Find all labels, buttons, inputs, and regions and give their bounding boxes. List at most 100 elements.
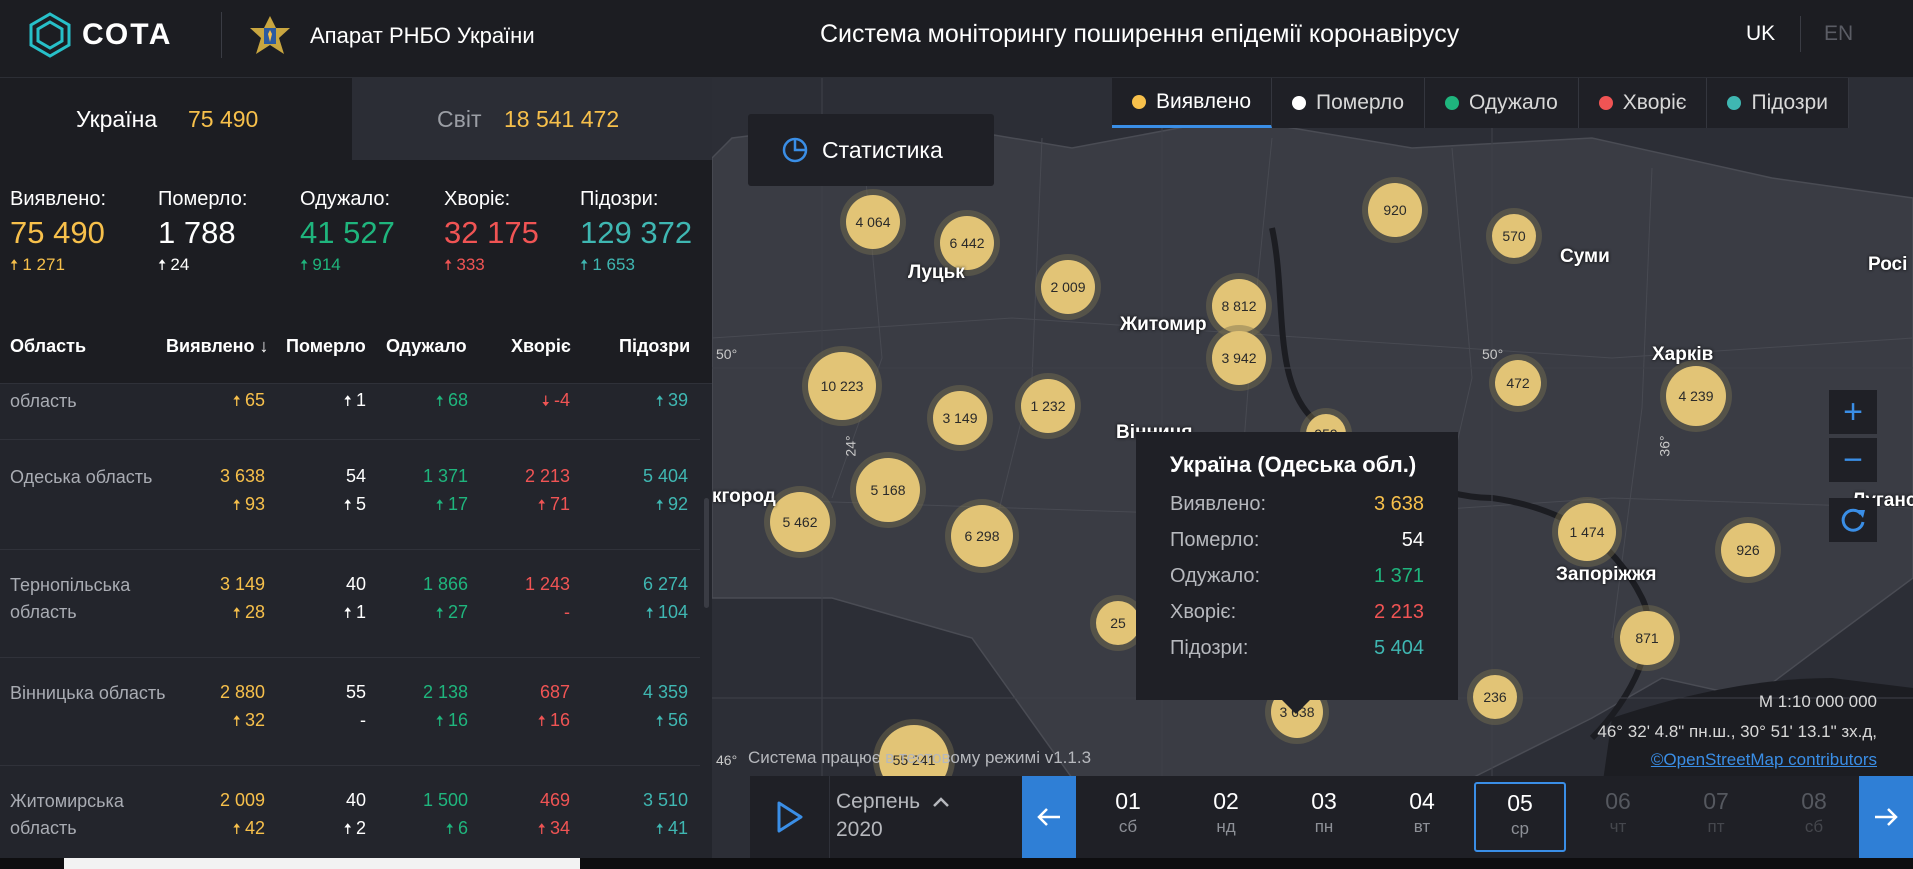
lang-en-button[interactable]: EN [1824,22,1854,45]
osm-attribution-link[interactable]: ©OpenStreetMap contributors [1650,750,1877,769]
refresh-button[interactable] [1829,498,1877,542]
play-button[interactable] [750,776,830,858]
col-died[interactable]: Померло [286,336,366,356]
cell-value: 3 510 [642,790,688,810]
legend-item[interactable]: Хворіє [1579,78,1708,128]
cell-delta-value: 71 [549,494,570,514]
col-region[interactable]: Область [10,336,87,356]
region-cluster[interactable]: 4 239 [1666,366,1726,426]
coord-label: 50° [716,346,738,362]
table-row[interactable]: Житомирська область 2 009 🠅 42 40 🠅 2 1 500 🠅 … [0,766,700,869]
cell-delta: 🠅 93 [233,494,265,520]
arrow-up-icon: 🠅 [445,821,458,838]
summary-value: 32 175 [444,215,539,250]
arrow-up-icon: 🠅 [537,821,550,838]
city-label: Харків [1652,344,1714,365]
day-item[interactable]: 03 пн [1278,788,1370,837]
region-cluster[interactable]: 3 942 [1212,331,1266,385]
region-cluster[interactable]: 3 149 [933,391,987,445]
next-date-button[interactable] [1859,776,1913,858]
region-cluster[interactable]: 10 223 [808,352,876,420]
day-weekday: ср [1511,819,1529,838]
arrow-up-icon: 🠅 [655,713,668,730]
table-scrollbar[interactable] [704,498,709,608]
lang-divider [1800,16,1801,52]
zoom-in-button[interactable]: + [1829,390,1877,434]
statistics-button[interactable]: Статистика [748,114,994,186]
day-item[interactable]: 07 пт [1670,788,1762,837]
region-name: область [10,391,77,411]
region-cluster[interactable]: 4 064 [846,195,900,249]
day-number: 08 [1801,788,1827,814]
region-cluster[interactable]: 1 232 [1021,379,1075,433]
legend-item[interactable]: Виявлено [1112,78,1272,128]
day-item[interactable]: 06 чт [1572,788,1664,837]
lang-uk-button[interactable]: UK [1746,22,1776,45]
legend-item[interactable]: Одужало [1425,78,1579,128]
prev-date-button[interactable] [1022,776,1076,858]
legend-item[interactable]: Підозри [1707,78,1849,128]
tooltip-row: Померло: 54 [1170,522,1424,558]
table-row[interactable]: Тернопільська область 3 149 🠅 28 40 🠅 1 1 866… [0,550,700,658]
summary-label: Померло: [158,188,248,210]
cell-delta-value: 1 [355,390,366,410]
coord-label: 46° [716,752,738,768]
table-row[interactable]: Вінницька область 2 880 🠅 32 55 - 2 138 🠅 16 68… [0,658,700,766]
cell-delta-value: - [360,710,366,730]
month-selector[interactable]: Серпень 2020 [836,788,950,844]
map-area[interactable]: 50° 50° 24° 36° 46° 4 064 6 442 2 009 920 57… [712,78,1913,858]
region-cluster[interactable]: 920 [1368,183,1422,237]
region-cluster[interactable]: 6 442 [940,216,994,270]
cell-value: 469 [539,790,570,810]
region-cluster[interactable]: 1 474 [1558,503,1616,561]
region-cluster[interactable]: 25 [1096,601,1140,645]
region-cluster[interactable]: 5 462 [770,492,830,552]
region-cluster[interactable]: 6 298 [951,505,1013,567]
col-suspected[interactable]: Підозри [619,336,691,356]
col-detected[interactable]: Виявлено ↓ [166,336,269,356]
region-table[interactable]: область 🠅 65 🠅 1 🠅 68 🠇 -4 🠅 39 Одеська област… [0,384,712,869]
summary-value: 1 788 [158,215,236,250]
tab-world[interactable]: Світ 18 541 472 [352,78,712,160]
legend-item[interactable]: Померло [1272,78,1426,128]
day-item[interactable]: 01 сб [1082,788,1174,837]
city-label: Суми [1560,246,1610,267]
table-row[interactable]: Одеська область 3 638 🠅 93 54 🠅 5 1 371 🠅 17 2 … [0,442,700,550]
cell-delta-value: 16 [447,710,468,730]
day-item[interactable]: 05 ср [1474,782,1566,852]
day-item[interactable]: 02 нд [1180,788,1272,837]
arrow-right-icon [1875,808,1898,826]
zoom-out-button[interactable]: − [1829,438,1877,482]
legend-label: Виявлено [1156,89,1251,113]
region-cluster[interactable]: 926 [1721,523,1775,577]
bottom-panel-edge [64,858,580,869]
cell-delta: - [564,602,570,623]
header: СОТА Апарат РНБО України Система монітор… [0,0,1913,78]
legend-label: Одужало [1469,91,1558,114]
day-weekday: сб [1804,817,1824,836]
col-recovered[interactable]: Одужало [386,336,467,356]
region-cluster[interactable]: 472 [1495,360,1541,406]
cell-delta-value: 32 [244,710,265,730]
day-item[interactable]: 08 сб [1768,788,1860,837]
region-cluster[interactable]: 2 009 [1041,260,1095,314]
legend-dot-icon [1598,96,1613,110]
tooltip-value: 3 638 [1373,493,1424,515]
col-sick[interactable]: Хворіє [511,336,571,356]
day-weekday: вт [1413,817,1431,836]
region-cluster[interactable]: 871 [1620,611,1674,665]
day-number: 07 [1703,788,1729,814]
cell-delta-value: 17 [447,494,468,514]
day-item[interactable]: 04 вт [1376,788,1468,837]
region-cluster[interactable]: 236 [1473,675,1517,719]
day-weekday: чт [1609,817,1627,836]
region-cluster[interactable]: 8 812 [1212,279,1266,333]
summary-value: 75 490 [10,215,105,250]
table-row[interactable]: область 🠅 65 🠅 1 🠅 68 🠇 -4 🠅 39 [0,384,700,440]
tab-ukraine[interactable]: Україна 75 490 [0,78,352,160]
region-cluster[interactable]: 570 [1492,214,1536,258]
cell-value: 2 213 [524,466,570,486]
sota-logo[interactable]: СОТА [28,12,172,58]
region-cluster[interactable]: 5 168 [856,458,920,522]
cell-delta: 🠅 2 [344,818,366,844]
